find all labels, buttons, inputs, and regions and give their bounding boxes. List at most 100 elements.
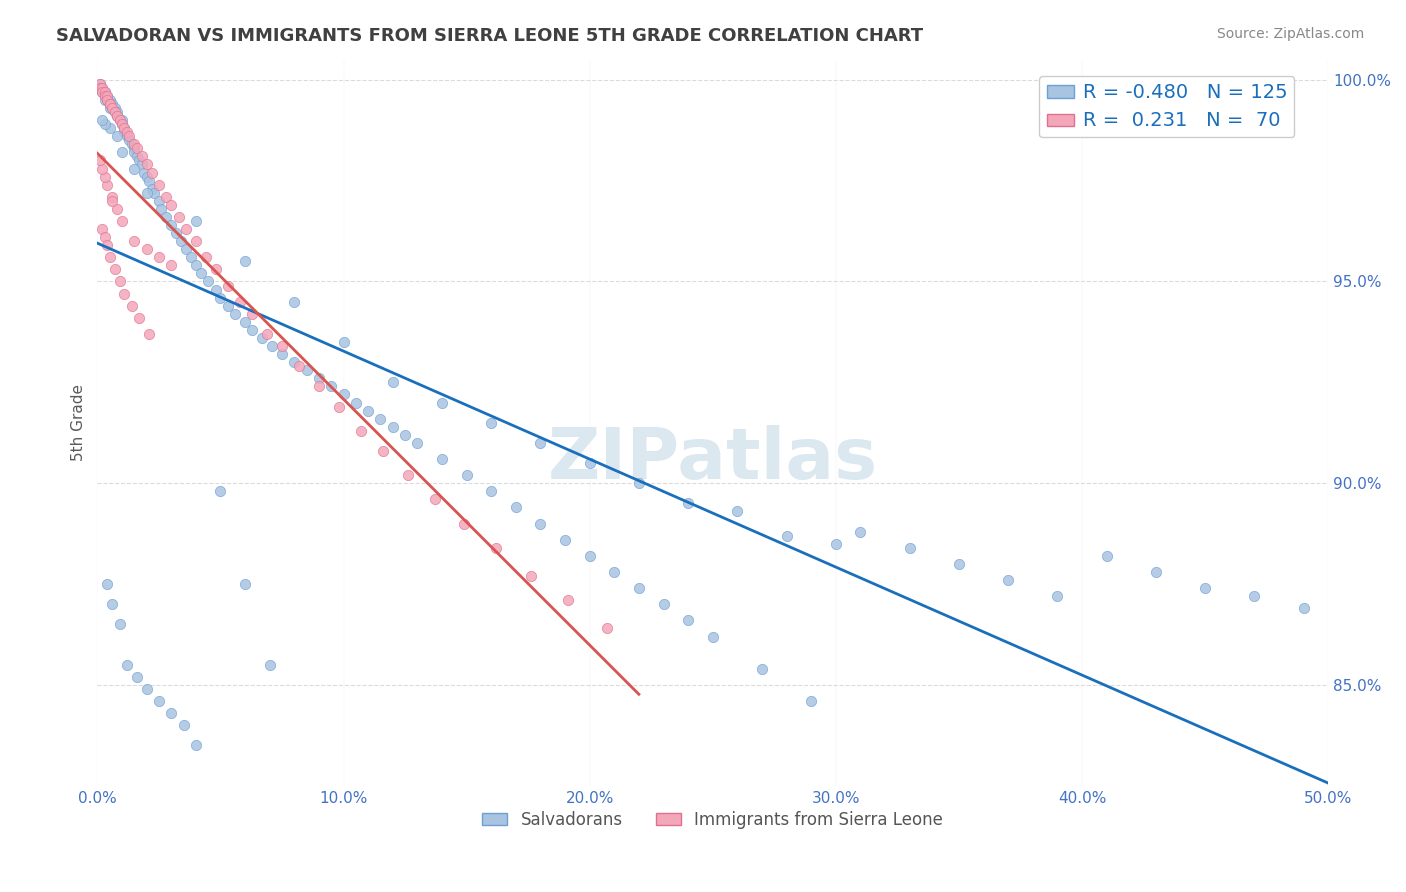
Point (1046, 589, 1069, 603)
Point (174, 222, 197, 236)
Point (103, 101, 125, 115)
Point (124, 234, 146, 248)
Point (603, 565, 626, 579)
Point (96, 238, 118, 252)
Point (332, 387, 354, 401)
Point (233, 577, 256, 591)
Point (115, 125, 138, 139)
Point (105, 129, 128, 144)
Point (184, 214, 207, 228)
Point (453, 516, 475, 531)
Point (357, 403, 380, 417)
Point (93, 89, 115, 103)
Point (108, 113, 131, 128)
Point (456, 468, 478, 483)
Point (170, 234, 193, 248)
Point (180, 250, 202, 264)
Point (108, 617, 131, 632)
Point (89, 80, 111, 95)
Point (93, 230, 115, 244)
Point (125, 149, 148, 163)
Point (174, 242, 197, 256)
Point (134, 165, 156, 179)
Point (105, 105, 128, 120)
Point (112, 121, 135, 136)
Point (105, 109, 128, 123)
Point (115, 129, 138, 144)
Point (98, 93, 121, 107)
Point (108, 275, 131, 289)
Point (381, 419, 404, 434)
Point (344, 395, 367, 409)
Point (93, 89, 115, 103)
Point (271, 339, 294, 353)
Point (1095, 549, 1118, 563)
Point (529, 435, 551, 450)
Point (91, 85, 114, 99)
Point (91, 85, 114, 99)
Point (184, 258, 207, 272)
Point (150, 202, 173, 216)
Y-axis label: 5th Grade: 5th Grade (72, 384, 86, 461)
Point (160, 198, 183, 212)
Point (596, 622, 619, 636)
Point (1243, 589, 1265, 603)
Text: Source: ZipAtlas.com: Source: ZipAtlas.com (1216, 27, 1364, 41)
Point (217, 299, 239, 313)
Point (396, 468, 419, 483)
Point (256, 326, 278, 341)
Point (131, 149, 153, 163)
Point (485, 541, 508, 555)
Point (1144, 565, 1167, 579)
Point (557, 593, 579, 607)
Point (96, 93, 118, 107)
Point (135, 681, 157, 696)
Point (350, 424, 373, 438)
Text: ZIPatlas: ZIPatlas (548, 425, 877, 493)
Point (197, 275, 219, 289)
Point (751, 662, 773, 676)
Point (98, 97, 121, 112)
Point (135, 186, 157, 200)
Point (91, 113, 114, 128)
Point (627, 581, 650, 595)
Point (800, 694, 823, 708)
Point (242, 307, 264, 321)
Point (89, 80, 111, 95)
Point (332, 334, 354, 349)
Point (328, 400, 350, 414)
Point (194, 250, 217, 264)
Point (430, 452, 453, 467)
Point (519, 569, 541, 583)
Point (101, 194, 124, 208)
Point (224, 307, 246, 321)
Point (997, 573, 1019, 587)
Point (295, 363, 318, 377)
Point (98, 97, 121, 112)
Point (321, 379, 343, 393)
Point (124, 161, 146, 176)
Point (479, 416, 502, 430)
Point (111, 113, 134, 128)
Point (190, 267, 212, 281)
Legend: Salvadorans, Immigrants from Sierra Leone: Salvadorans, Immigrants from Sierra Leon… (475, 805, 950, 836)
Point (173, 718, 195, 732)
Point (233, 254, 256, 268)
Point (103, 105, 125, 120)
Point (121, 299, 143, 313)
Point (128, 153, 150, 168)
Point (93, 169, 115, 184)
Point (775, 529, 797, 543)
Point (111, 117, 134, 131)
Point (91, 80, 114, 95)
Point (101, 97, 124, 112)
Point (96, 577, 118, 591)
Point (118, 133, 141, 147)
Point (121, 137, 143, 152)
Point (143, 186, 166, 200)
Point (209, 291, 232, 305)
Point (824, 537, 846, 551)
Point (98, 250, 121, 264)
Point (283, 294, 305, 309)
Point (135, 169, 157, 184)
